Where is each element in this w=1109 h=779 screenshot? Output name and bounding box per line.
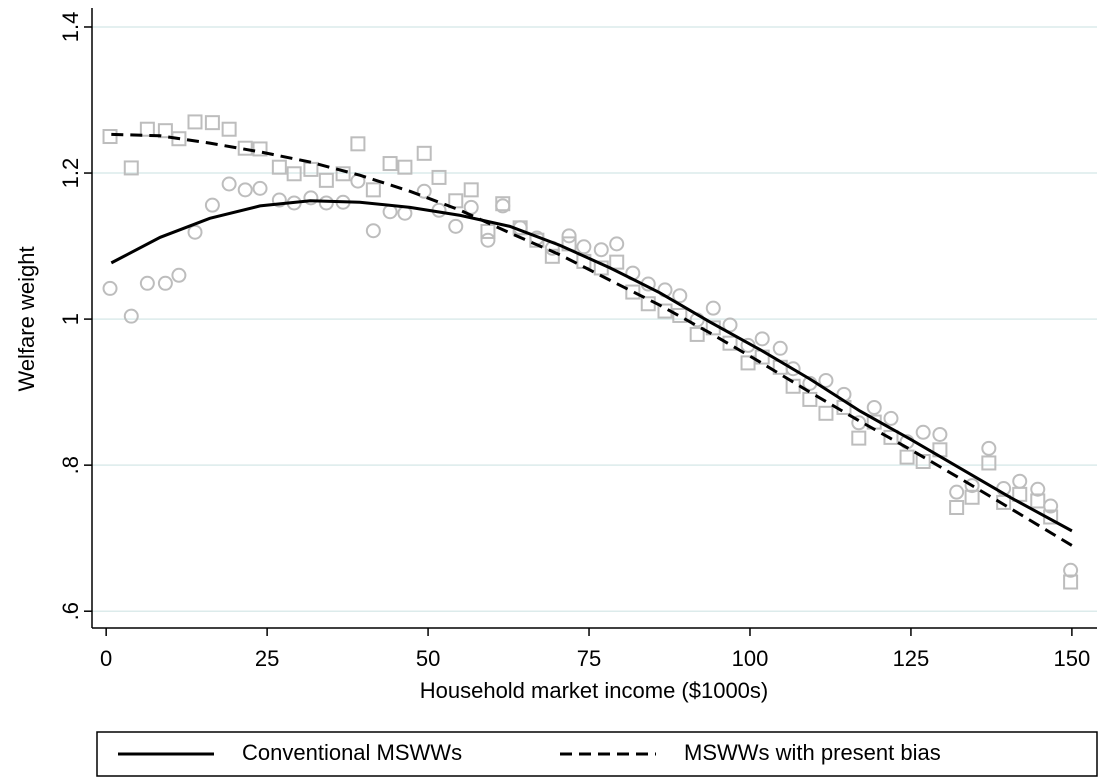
square-marker — [495, 196, 511, 212]
square-marker — [1063, 574, 1079, 590]
circle-marker — [252, 180, 268, 196]
circle-marker — [448, 218, 464, 234]
square-marker — [102, 129, 118, 145]
legend-box — [96, 731, 1098, 777]
square-marker — [672, 307, 688, 323]
circle-marker — [964, 478, 980, 494]
square-marker — [286, 166, 302, 182]
square-marker — [139, 121, 155, 137]
square-marker — [303, 161, 319, 177]
square-marker — [1030, 493, 1046, 509]
circle-marker — [480, 232, 496, 248]
y-tick-label: .8 — [58, 456, 83, 474]
x-axis-title: Household market income ($1000s) — [420, 678, 769, 703]
square-marker — [689, 326, 705, 342]
circle-marker — [593, 242, 609, 258]
legend-label: MSWWs with present bias — [684, 740, 941, 765]
y-tick-label: 1 — [58, 313, 83, 325]
circle-marker — [981, 440, 997, 456]
line — [111, 132, 1073, 547]
square-marker — [883, 429, 899, 445]
circle-marker — [102, 280, 118, 296]
square-marker — [949, 500, 965, 516]
circle-marker — [576, 239, 592, 255]
x-tick-label: 0 — [100, 646, 112, 671]
square-marker — [365, 182, 381, 198]
legend-label: Conventional MSWWs — [242, 740, 462, 765]
circle-marker — [157, 275, 173, 291]
circle-marker — [932, 426, 948, 442]
square-marker — [350, 136, 366, 152]
square-marker — [964, 489, 980, 505]
circle-marker — [754, 331, 770, 347]
square-marker — [335, 166, 351, 182]
square-marker — [802, 391, 818, 407]
square-marker — [237, 140, 253, 156]
x-tick-label: 100 — [732, 646, 769, 671]
square-marker — [416, 145, 432, 161]
y-tick-label: .6 — [58, 602, 83, 620]
square-marker — [722, 335, 738, 351]
circle-marker — [221, 176, 237, 192]
square-marker — [609, 254, 625, 270]
square-marker — [818, 405, 834, 421]
circle-marker — [416, 183, 432, 199]
square-marker — [187, 114, 203, 130]
square-marker — [981, 455, 997, 471]
circle-marker — [818, 372, 834, 388]
circle-marker — [1063, 562, 1079, 578]
circle-marker — [883, 410, 899, 426]
circle-marker — [772, 340, 788, 356]
square-marker — [431, 169, 447, 185]
circle-marker — [123, 308, 139, 324]
y-axis-title: Welfare weight — [14, 246, 39, 391]
circle-marker — [204, 197, 220, 213]
circle-marker — [561, 228, 577, 244]
y-tick-label: 1.2 — [58, 158, 83, 189]
x-tick-label: 125 — [893, 646, 930, 671]
circle-marker — [365, 223, 381, 239]
square-marker — [899, 449, 915, 465]
circle-marker — [271, 192, 287, 208]
square-marker — [996, 494, 1012, 510]
square-marker — [625, 284, 641, 300]
square-marker — [544, 248, 560, 264]
circle-marker — [171, 267, 187, 283]
y-tick-label: 1.4 — [58, 12, 83, 43]
square-marker — [382, 156, 398, 172]
circle-marker — [187, 224, 203, 240]
square-marker — [157, 123, 173, 139]
circle-marker — [705, 300, 721, 316]
square-marker — [463, 182, 479, 198]
square-marker — [915, 453, 931, 469]
square-marker — [123, 160, 139, 176]
circle-marker — [949, 484, 965, 500]
x-tick-label: 25 — [255, 646, 279, 671]
circle-marker — [303, 190, 319, 206]
square-marker — [221, 121, 237, 137]
circle-marker — [237, 182, 253, 198]
x-tick-label: 50 — [416, 646, 440, 671]
square-marker — [204, 115, 220, 131]
circle-marker — [915, 424, 931, 440]
square-marker — [397, 159, 413, 175]
square-marker — [740, 355, 756, 371]
square-marker — [480, 223, 496, 239]
circle-marker — [318, 195, 334, 211]
square-marker — [318, 172, 334, 188]
circle-marker — [1030, 481, 1046, 497]
square-marker — [252, 141, 268, 157]
square-marker — [851, 430, 867, 446]
circle-marker — [139, 275, 155, 291]
circle-marker — [672, 288, 688, 304]
line — [110, 199, 1073, 533]
circle-marker — [851, 415, 867, 431]
x-tick-label: 150 — [1054, 646, 1091, 671]
circle-marker — [609, 236, 625, 252]
square-marker — [271, 159, 287, 175]
x-tick-label: 75 — [577, 646, 601, 671]
circle-marker — [866, 399, 882, 415]
